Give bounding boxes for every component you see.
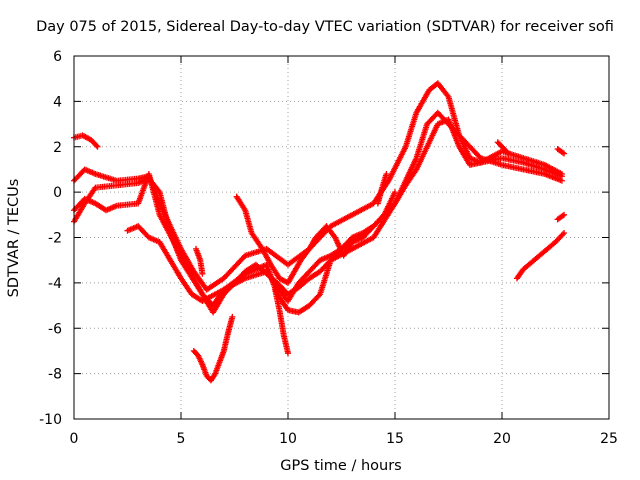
data-point bbox=[559, 212, 566, 219]
y-tick-label: 0 bbox=[53, 185, 62, 201]
y-tick-label: 4 bbox=[53, 94, 62, 110]
data-point bbox=[229, 313, 236, 320]
data-point bbox=[199, 270, 206, 277]
plot-frame bbox=[73, 55, 610, 420]
data-point bbox=[504, 149, 511, 156]
axis-ticks: 0 5 10 15 20 25 -10 -8 -6 -4 -2 0 2 4 6 bbox=[39, 49, 618, 447]
x-axis-label: GPS time / hours bbox=[280, 458, 401, 474]
x-tick-label: 25 bbox=[600, 431, 618, 447]
series-track-f bbox=[233, 193, 388, 286]
data-point bbox=[558, 173, 565, 180]
data-point bbox=[93, 142, 100, 149]
data-points bbox=[71, 80, 568, 384]
y-tick-label: -2 bbox=[48, 231, 62, 247]
y-axis-label: SDTVAR / TECUs bbox=[6, 179, 22, 298]
series-track-n bbox=[494, 139, 512, 157]
data-point bbox=[380, 213, 387, 220]
data-point bbox=[561, 229, 568, 236]
data-point bbox=[559, 149, 566, 156]
x-tick-label: 20 bbox=[493, 431, 511, 447]
series-track-a bbox=[71, 132, 101, 150]
data-point bbox=[94, 143, 101, 150]
x-tick-label: 0 bbox=[70, 431, 79, 447]
data-point bbox=[285, 350, 291, 357]
y-tick-label: 2 bbox=[53, 140, 62, 156]
y-tick-label: -4 bbox=[48, 276, 62, 292]
x-tick-label: 15 bbox=[386, 431, 404, 447]
series-track-g bbox=[190, 313, 236, 384]
data-point bbox=[559, 231, 566, 238]
series-track-k bbox=[513, 229, 568, 282]
series-track-m bbox=[554, 146, 568, 157]
y-tick-label: -8 bbox=[48, 367, 62, 383]
x-tick-label: 10 bbox=[279, 431, 297, 447]
series-track-l bbox=[554, 211, 568, 223]
data-point bbox=[381, 211, 388, 218]
data-point bbox=[392, 189, 398, 196]
data-point bbox=[561, 211, 568, 218]
data-point bbox=[505, 150, 512, 157]
series-track-h bbox=[272, 286, 291, 357]
y-tick-label: -10 bbox=[39, 412, 62, 428]
y-tick-label: 6 bbox=[53, 49, 62, 65]
data-point bbox=[561, 150, 568, 157]
series-track-i bbox=[192, 245, 206, 277]
chart-title: Day 075 of 2015, Sidereal Day-to-day VTE… bbox=[36, 19, 614, 35]
data-point bbox=[383, 170, 390, 177]
series-track-j bbox=[374, 170, 390, 207]
grid-lines bbox=[74, 56, 609, 419]
y-tick-label: -6 bbox=[48, 321, 62, 337]
x-tick-label: 5 bbox=[177, 431, 186, 447]
